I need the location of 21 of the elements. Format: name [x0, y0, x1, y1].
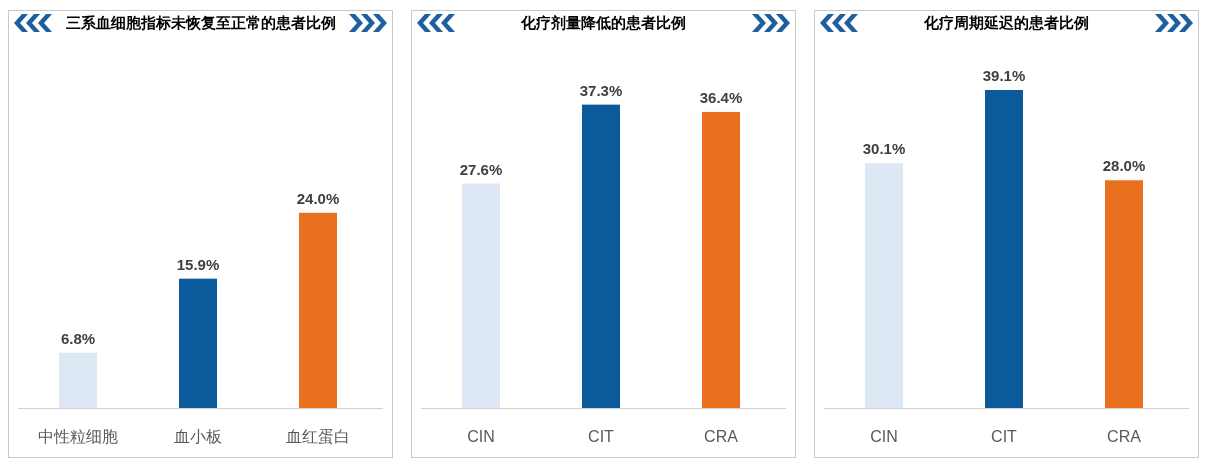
x-tick-label: 中性粒细胞: [38, 428, 118, 445]
chart-title: 三系血细胞指标未恢复至正常的患者比例: [65, 14, 336, 31]
data-label: 39.1%: [982, 67, 1026, 84]
x-tick-label: CIT: [588, 428, 615, 445]
data-label: 28.0%: [1102, 157, 1146, 175]
x-tick-label: 血红蛋白: [286, 428, 350, 445]
data-label: 15.9%: [176, 255, 220, 273]
data-label: 37.3%: [579, 81, 623, 99]
data-label: 27.6%: [459, 160, 503, 178]
data-label: 6.8%: [60, 329, 96, 347]
x-tick-label: CIT: [991, 428, 1018, 445]
chart-title: 化疗周期延迟的患者比例: [923, 14, 1089, 31]
x-tick-label: CRA: [1107, 428, 1142, 445]
data-label: 24.0%: [296, 189, 340, 207]
x-tick-label: CRA: [704, 428, 739, 445]
chart-title: 化疗剂量降低的患者比例: [520, 14, 686, 31]
data-label: 36.4%: [699, 88, 743, 106]
data-label: 30.1%: [862, 140, 906, 158]
x-tick-label: CIN: [870, 428, 898, 445]
x-tick-label: 血小板: [174, 428, 222, 445]
x-tick-label: CIN: [467, 428, 495, 445]
